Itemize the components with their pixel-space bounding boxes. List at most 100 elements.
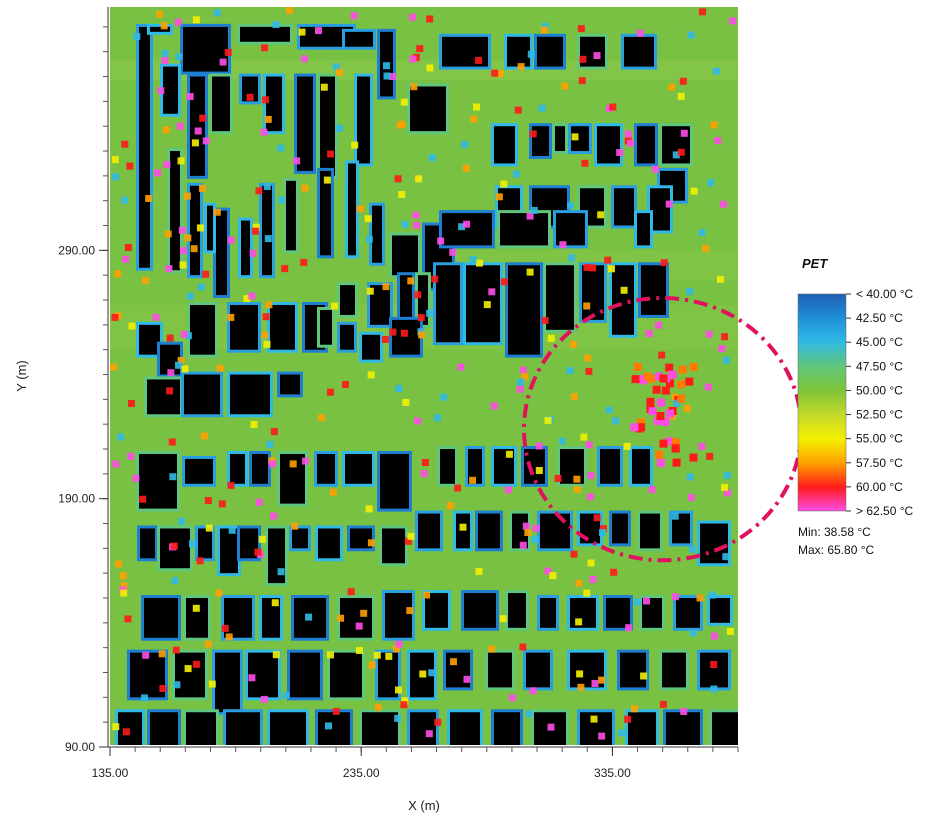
temperature-pixel bbox=[163, 161, 171, 169]
temperature-pixel bbox=[184, 234, 192, 242]
hotspot-pixel bbox=[689, 363, 698, 371]
temperature-pixel bbox=[202, 270, 210, 278]
building bbox=[345, 31, 373, 47]
temperature-pixel bbox=[587, 472, 595, 479]
hotspot-pixel bbox=[668, 370, 677, 379]
temperature-pixel bbox=[355, 647, 363, 654]
temperature-pixel bbox=[516, 385, 524, 393]
temperature-pixel bbox=[704, 383, 712, 391]
building bbox=[612, 265, 634, 335]
building bbox=[537, 36, 563, 67]
temperature-pixel bbox=[437, 237, 445, 245]
temperature-pixel bbox=[544, 416, 552, 424]
temperature-pixel bbox=[707, 179, 715, 187]
temperature-pixel bbox=[263, 340, 271, 348]
temperature-pixel bbox=[706, 452, 714, 460]
hotspot-pixel bbox=[665, 437, 674, 446]
temperature-pixel bbox=[265, 301, 273, 309]
temperature-pixel bbox=[469, 476, 477, 484]
temperature-pixel bbox=[658, 351, 666, 359]
temperature-pixel bbox=[605, 406, 613, 414]
temperature-pixel bbox=[500, 180, 508, 188]
temperature-pixel bbox=[702, 244, 710, 252]
temperature-pixel bbox=[409, 55, 417, 63]
hotspot-pixel bbox=[665, 409, 674, 418]
temperature-pixel bbox=[221, 624, 229, 632]
hotspot-pixel bbox=[653, 417, 662, 425]
temperature-pixel bbox=[529, 687, 537, 695]
temperature-pixel bbox=[591, 680, 599, 687]
temperature-pixel bbox=[654, 321, 662, 329]
building bbox=[606, 598, 630, 628]
temperature-pixel bbox=[332, 63, 340, 71]
temperature-pixel bbox=[260, 128, 268, 136]
building bbox=[570, 598, 596, 628]
temperature-pixel bbox=[541, 22, 549, 30]
temperature-pixel bbox=[117, 433, 125, 441]
building bbox=[270, 304, 295, 350]
building bbox=[262, 598, 280, 638]
temperature-pixel bbox=[714, 137, 722, 145]
temperature-pixel bbox=[712, 67, 720, 75]
temperature-pixel bbox=[609, 103, 617, 111]
temperature-pixel bbox=[627, 139, 635, 147]
hotspot-pixel bbox=[672, 458, 681, 467]
temperature-pixel bbox=[721, 333, 729, 341]
temperature-pixel bbox=[266, 440, 274, 448]
temperature-pixel bbox=[469, 255, 477, 263]
temperature-pixel bbox=[710, 121, 718, 129]
minor-ticks bbox=[103, 26, 739, 752]
temperature-pixel bbox=[175, 53, 183, 61]
temperature-pixel bbox=[327, 150, 335, 158]
temperature-pixel bbox=[651, 165, 659, 173]
temperature-pixel bbox=[499, 615, 507, 623]
temperature-pixel bbox=[364, 215, 372, 223]
temperature-pixel bbox=[302, 457, 310, 465]
temperature-pixel bbox=[589, 264, 597, 272]
temperature-pixel bbox=[584, 354, 592, 362]
temperature-pixel bbox=[677, 92, 685, 100]
temperature-pixel bbox=[293, 157, 301, 165]
building bbox=[382, 528, 405, 564]
temperature-pixel bbox=[483, 301, 491, 309]
temperature-pixel bbox=[298, 28, 306, 36]
temperature-pixel bbox=[170, 542, 178, 550]
building bbox=[118, 712, 142, 745]
temperature-pixel bbox=[491, 69, 499, 77]
temperature-pixel bbox=[192, 604, 200, 612]
building bbox=[494, 712, 520, 745]
temperature-pixel bbox=[325, 722, 332, 730]
temperature-pixel bbox=[686, 288, 694, 296]
temperature-pixel bbox=[277, 144, 285, 152]
temperature-pixel bbox=[688, 545, 696, 553]
temperature-pixel bbox=[648, 486, 656, 493]
temperature-pixel bbox=[172, 646, 180, 654]
temperature-pixel bbox=[196, 224, 204, 232]
legend: PET < 40.00 °C 42.50 °C 45.00 °C 47.50 °C 50… bbox=[797, 256, 914, 557]
building bbox=[317, 453, 335, 484]
temperature-pixel bbox=[254, 548, 262, 556]
temperature-pixel bbox=[367, 539, 375, 547]
temperature-pixel bbox=[722, 356, 730, 364]
temperature-pixel bbox=[431, 275, 439, 283]
temperature-pixel bbox=[190, 245, 198, 253]
temperature-pixel bbox=[668, 83, 676, 91]
temperature-pixel bbox=[719, 200, 727, 208]
temperature-pixel bbox=[585, 367, 593, 375]
building bbox=[507, 36, 530, 67]
hotspot-pixel bbox=[678, 365, 687, 374]
temperature-pixel bbox=[643, 597, 650, 605]
temperature-pixel bbox=[636, 29, 644, 37]
temperature-pixel bbox=[121, 140, 129, 148]
temperature-pixel bbox=[559, 241, 567, 249]
building bbox=[330, 652, 362, 698]
hotspot-pixel bbox=[661, 386, 670, 395]
temperature-pixel bbox=[581, 159, 589, 167]
legend-label: 60.00 °C bbox=[856, 480, 903, 494]
building bbox=[662, 652, 686, 688]
legend-min: Min: 38.58 °C bbox=[798, 525, 871, 539]
building bbox=[150, 26, 170, 32]
temperature-pixel bbox=[687, 493, 695, 501]
temperature-pixel bbox=[540, 26, 548, 34]
hotspot-pixel bbox=[655, 372, 663, 381]
